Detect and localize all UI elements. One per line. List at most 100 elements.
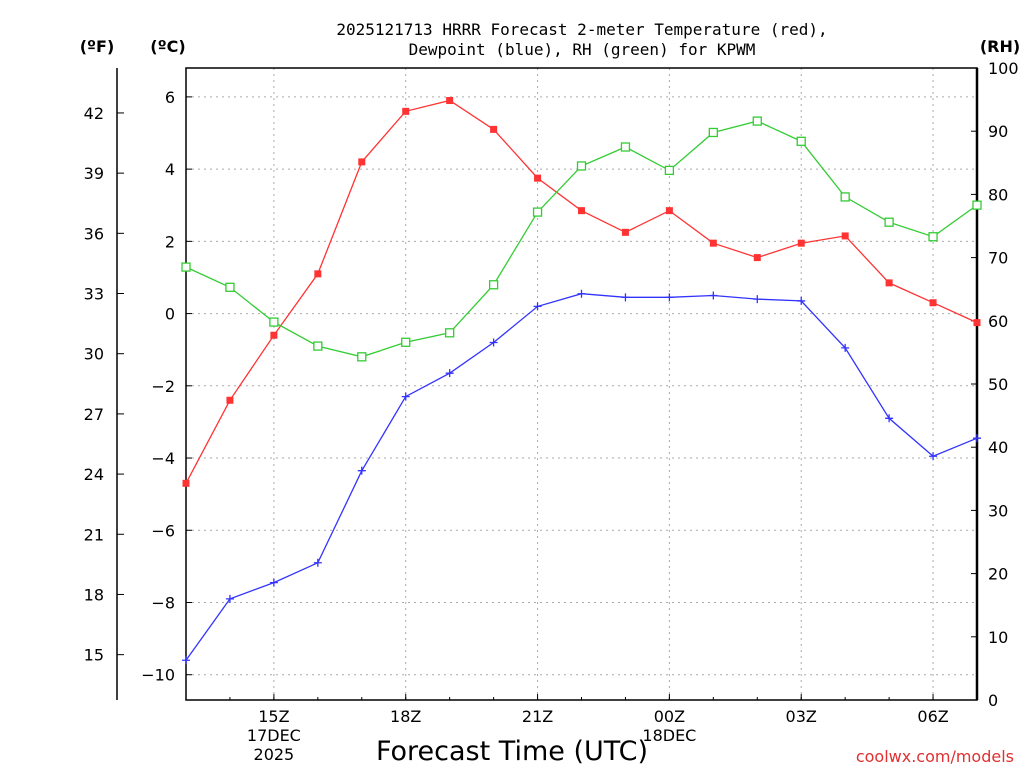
dewpoint-point [709, 291, 718, 300]
dewpoint-point [182, 656, 190, 665]
rh-point [532, 207, 543, 217]
rh-tick-label: 30 [988, 501, 1008, 520]
dewpoint-point [313, 558, 322, 567]
temperature-point [665, 207, 673, 215]
rh-tick-label: 80 [988, 185, 1008, 204]
chart-title-line1: 2025121713 HRRR Forecast 2-meter Tempera… [336, 20, 827, 39]
dewpoint-point [885, 414, 894, 423]
x-tick-label: 06Z [917, 707, 948, 726]
dewpoint-point [401, 392, 410, 401]
chart-title-line2: Dewpoint (blue), RH (green) for KPWM [409, 40, 756, 59]
celsius-tick-label: −8 [151, 593, 175, 612]
rh-point [884, 217, 894, 227]
temperature-point [709, 239, 717, 247]
dewpoint-point [797, 296, 806, 305]
rh-point [620, 142, 631, 152]
celsius-tick-label: −10 [141, 666, 175, 685]
rh-point [357, 352, 367, 362]
fahrenheit-tick-label: 33 [84, 285, 104, 304]
temperature-point [885, 279, 893, 287]
temperature-point [797, 239, 805, 247]
rh-tick-label: 90 [988, 122, 1008, 141]
data-series [181, 97, 982, 665]
x-tick-label: 15Z [258, 707, 289, 726]
x-tick-label: 03Z [786, 707, 817, 726]
temperature-point [534, 174, 542, 182]
temperature-point [621, 228, 629, 236]
axes [116, 67, 979, 701]
rh-point [225, 282, 235, 292]
watermark: coolwx.com/models [856, 747, 1014, 766]
temperature-point [358, 158, 366, 166]
x-tick-year-label: 2025 [254, 745, 295, 764]
rh-point [445, 328, 455, 338]
rh-point [928, 232, 938, 242]
rh-point [664, 165, 675, 176]
celsius-tick-label: 0 [165, 305, 175, 324]
dewpoint-point [753, 295, 762, 304]
celsius-tick-label: −2 [151, 377, 175, 396]
dewpoint-line [185, 293, 978, 661]
celsius-tick-label: 4 [165, 160, 175, 179]
fahrenheit-tick-label: 21 [84, 525, 104, 544]
rh-tick-label: 50 [988, 375, 1008, 394]
rh-line [185, 120, 978, 358]
fahrenheit-tick-label: 42 [84, 104, 104, 123]
temperature-point [270, 331, 278, 339]
dewpoint-point [665, 293, 674, 302]
rh-point [840, 192, 850, 202]
rh-point [752, 116, 762, 126]
fahrenheit-tick-label: 18 [84, 585, 104, 604]
fahrenheit-tick-label: 30 [84, 345, 104, 364]
rh-point [401, 337, 411, 347]
dewpoint-point [269, 578, 278, 587]
dewpoint-point [533, 302, 542, 311]
rh-unit-label: (RH) [980, 37, 1020, 56]
temperature-point [578, 207, 585, 215]
celsius-tick-label: 2 [165, 232, 175, 251]
rh-point [576, 161, 587, 171]
rh-tick-label: 60 [988, 312, 1008, 331]
dewpoint-point [357, 466, 366, 475]
temperature-point [753, 254, 761, 262]
temperature-point [226, 396, 234, 404]
rh-point [181, 262, 191, 272]
celsius-tick-label: 6 [165, 88, 175, 107]
temperature-point [402, 107, 410, 115]
x-tick-label: 18Z [390, 707, 421, 726]
rh-point [313, 341, 323, 351]
temperature-point [973, 319, 981, 327]
dewpoint-point [577, 289, 586, 298]
fahrenheit-tick-label: 15 [84, 646, 104, 665]
rh-tick-label: 100 [988, 59, 1019, 78]
dewpoint-point [445, 369, 454, 378]
dewpoint-point [225, 594, 234, 603]
rh-point [972, 200, 982, 210]
rh-point [796, 136, 806, 146]
rh-point [708, 127, 718, 138]
fahrenheit-tick-label: 27 [84, 405, 104, 424]
rh-tick-label: 10 [988, 628, 1008, 647]
x-tick-date-label: 18DEC [642, 726, 696, 745]
temperature-point [314, 270, 322, 278]
dewpoint-point [489, 338, 498, 347]
rh-tick-label: 70 [988, 249, 1008, 268]
celsius-tick-label: −4 [151, 449, 175, 468]
rh-tick-label: 0 [988, 691, 998, 710]
fahrenheit-tick-label: 39 [84, 164, 104, 183]
x-tick-label: 00Z [654, 707, 685, 726]
dewpoint-point [929, 452, 938, 461]
dewpoint-point [841, 343, 850, 352]
x-tick-label: 21Z [522, 707, 553, 726]
temperature-point [490, 125, 498, 133]
rh-tick-label: 20 [988, 565, 1008, 584]
celsius-tick-label: −6 [151, 521, 175, 540]
dewpoint-point [621, 293, 630, 302]
temperature-point [446, 97, 454, 105]
temperature-point [182, 479, 190, 487]
dewpoint-point [973, 434, 981, 443]
temperature-point [841, 232, 849, 240]
fahrenheit-tick-label: 24 [84, 465, 104, 484]
